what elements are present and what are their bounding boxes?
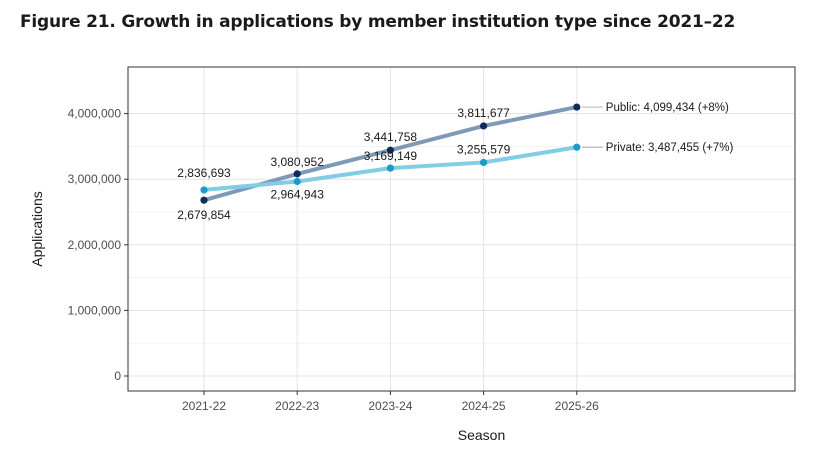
end-label-public: Public: 4,099,434 (+8%) — [606, 102, 729, 114]
series-layer — [200, 103, 581, 204]
x-axis-title: Season — [458, 427, 505, 443]
data-point-private — [386, 164, 394, 172]
data-point-private — [293, 177, 301, 186]
y-tick-label: 2,000,000 — [68, 238, 122, 252]
grid-lines — [128, 67, 795, 391]
data-label-private: 3,255,579 — [457, 142, 511, 156]
data-point-public — [480, 122, 488, 130]
y-tick-label: 0 — [114, 369, 121, 383]
data-point-private — [200, 186, 208, 194]
y-axis-title: Applications — [29, 191, 45, 267]
x-tick-label: 2025-26 — [555, 399, 599, 413]
x-axis: 2021-22 2022-23 2023-24 2024-25 2025-26 — [182, 391, 599, 413]
data-label-public: 3,811,677 — [457, 106, 510, 120]
data-point-private — [480, 158, 488, 167]
y-tick-label: 1,000,000 — [68, 303, 122, 317]
data-point-public — [386, 146, 394, 154]
plot-panel — [127, 66, 796, 392]
data-label-private: 2,836,693 — [177, 166, 231, 180]
figure-title: Figure 21. Growth in applications by mem… — [20, 12, 736, 32]
data-point-public — [200, 196, 208, 204]
x-tick-label: 2021-22 — [182, 399, 226, 413]
y-tick-label: 4,000,000 — [68, 107, 122, 121]
data-point-private — [573, 143, 581, 151]
x-tick-label: 2023-24 — [368, 399, 412, 413]
data-label-private: 3,169,149 — [364, 149, 418, 163]
y-tick-label: 3,000,000 — [68, 172, 122, 186]
data-label-public: 2,679,854 — [177, 208, 231, 222]
x-tick-label: 2022-23 — [275, 399, 319, 413]
data-label-private: 2,964,943 — [271, 187, 325, 201]
data-point-public — [573, 103, 581, 111]
data-point-public — [293, 170, 301, 178]
data-labels: 2,679,854 3,080,952 3,441,758 3,811,677 Publ… — [177, 102, 733, 222]
end-label-private: Private: 3,487,455 (+7%) — [606, 142, 734, 154]
data-label-public: 3,441,758 — [364, 130, 418, 144]
y-axis: 0 1,000,000 2,000,000 3,000,000 4,000,000 — [68, 107, 128, 383]
x-tick-label: 2024-25 — [462, 399, 506, 413]
data-label-public: 3,080,952 — [271, 155, 325, 169]
